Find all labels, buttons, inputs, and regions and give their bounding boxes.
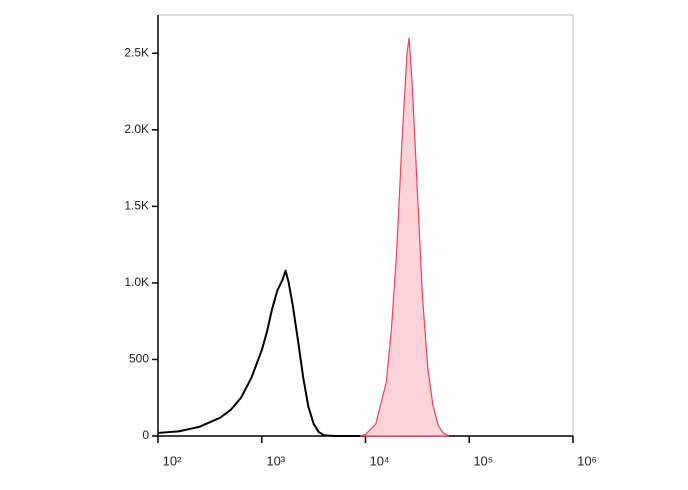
x-tick-label: 10² (163, 453, 182, 468)
y-tick-label: 1.0K (124, 275, 149, 289)
y-tick-label: 2.0K (124, 122, 149, 136)
y-tick-label: 1.5K (124, 199, 149, 213)
y-tick-label: 0 (142, 428, 149, 442)
area (359, 37, 450, 437)
x-tick-label: 10³ (266, 453, 285, 468)
y-tick-label: 2.5K (124, 45, 149, 59)
x-tick-label: 10⁶ (577, 453, 597, 468)
x-tick-label: 10⁵ (473, 453, 493, 468)
line (157, 269, 366, 437)
x-tick-label: 10⁴ (369, 453, 389, 468)
plot-frame (157, 14, 574, 437)
y-tick-label: 500 (129, 352, 149, 366)
